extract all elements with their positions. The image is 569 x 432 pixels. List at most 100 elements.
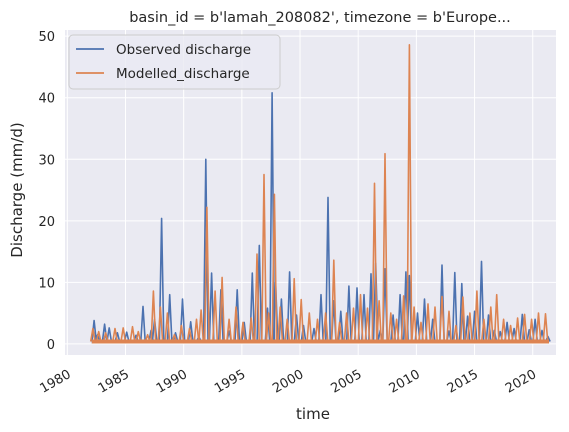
data-peak — [314, 318, 321, 342]
data-peak — [371, 182, 378, 342]
data-peak — [400, 295, 407, 342]
data-peak — [429, 318, 436, 342]
data-peak — [89, 327, 96, 342]
data-peak — [172, 332, 179, 342]
data-peak — [186, 327, 193, 342]
data-peak — [212, 290, 219, 342]
data-series — [89, 44, 551, 344]
x-tick-label: 2005 — [328, 367, 364, 397]
data-peak — [528, 318, 535, 342]
data-peak — [193, 318, 200, 342]
data-peak — [451, 271, 458, 342]
data-peak — [330, 259, 337, 342]
data-peak — [376, 300, 383, 342]
data-peak — [150, 290, 157, 342]
data-peak — [521, 313, 528, 342]
data-peak — [144, 333, 151, 342]
data-peak — [343, 312, 350, 342]
x-tick-label: 2000 — [270, 367, 306, 397]
data-peak — [102, 332, 109, 342]
x-tick-label: 2015 — [445, 367, 481, 397]
data-peak — [485, 314, 492, 342]
y-tick-label: 10 — [38, 276, 55, 291]
data-peak — [208, 272, 215, 342]
data-peak — [471, 310, 478, 342]
y-tick-label: 0 — [47, 338, 55, 353]
data-peak — [240, 321, 246, 342]
data-peak — [106, 327, 113, 342]
data-peak — [234, 289, 241, 342]
data-peak — [286, 271, 293, 342]
data-peak — [382, 152, 388, 342]
data-peak — [261, 173, 267, 342]
data-peak — [387, 312, 394, 342]
series-modelled — [89, 44, 549, 344]
data-peak — [120, 327, 127, 342]
data-peak — [393, 318, 400, 342]
data-peak — [458, 282, 465, 342]
data-peak — [135, 330, 142, 342]
x-tick-label: 1980 — [38, 367, 74, 397]
data-peak — [439, 295, 445, 342]
data-peak — [157, 306, 164, 342]
data-peak — [271, 193, 278, 342]
data-peak — [364, 307, 371, 342]
data-peak — [298, 298, 305, 342]
y-axis-label: Discharge (mm/d) — [8, 122, 26, 257]
data-peak — [129, 325, 136, 342]
data-peak — [178, 324, 185, 342]
data-peak — [265, 312, 272, 342]
data-peak — [318, 293, 324, 342]
data-peak — [248, 317, 255, 342]
legend-label-observed: Observed discharge — [116, 42, 251, 58]
data-peak — [164, 312, 171, 342]
data-peak — [291, 277, 298, 342]
data-peak — [293, 314, 300, 342]
data-peak — [432, 306, 438, 342]
data-peak — [95, 330, 102, 342]
data-peak — [480, 318, 487, 342]
y-tick-label: 50 — [38, 30, 55, 45]
data-peak — [542, 313, 549, 342]
data-peak — [425, 303, 431, 342]
x-tick-label: 1990 — [154, 367, 190, 397]
data-peak — [418, 321, 424, 342]
data-peak — [411, 306, 418, 342]
data-peak — [466, 312, 473, 342]
data-peak — [473, 290, 480, 342]
y-tick-label: 30 — [38, 153, 55, 168]
data-peak — [158, 217, 165, 342]
data-peak — [226, 318, 233, 342]
data-peak — [357, 293, 364, 342]
data-peak — [325, 196, 331, 342]
data-peak — [202, 158, 209, 342]
y-tick-label: 20 — [38, 215, 55, 230]
x-tick-label: 1985 — [96, 367, 132, 397]
legend-label-modelled: Modelled_discharge — [116, 66, 250, 82]
data-peak — [493, 293, 500, 342]
data-peak — [514, 317, 521, 342]
data-peak — [336, 321, 343, 342]
x-tick-label: 2010 — [387, 367, 423, 397]
data-peak — [278, 298, 285, 342]
data-peak — [171, 333, 178, 342]
data-peak — [241, 321, 248, 342]
data-peak — [140, 305, 146, 342]
data-peak — [452, 324, 459, 342]
data-peak — [198, 309, 205, 342]
data-peak — [535, 312, 542, 342]
data-peak — [254, 253, 260, 342]
data-peak — [306, 312, 313, 342]
legend-box — [68, 34, 281, 90]
data-peak — [219, 276, 226, 342]
x-tick-label: 2020 — [503, 367, 539, 397]
x-tick-label: 1995 — [212, 367, 248, 397]
y-tick-label: 40 — [38, 92, 55, 107]
data-peak — [478, 260, 485, 342]
data-peak — [187, 321, 194, 342]
x-axis-label: time — [296, 405, 330, 423]
data-peak — [112, 327, 118, 342]
data-peak — [526, 329, 533, 342]
data-peak — [459, 296, 466, 342]
